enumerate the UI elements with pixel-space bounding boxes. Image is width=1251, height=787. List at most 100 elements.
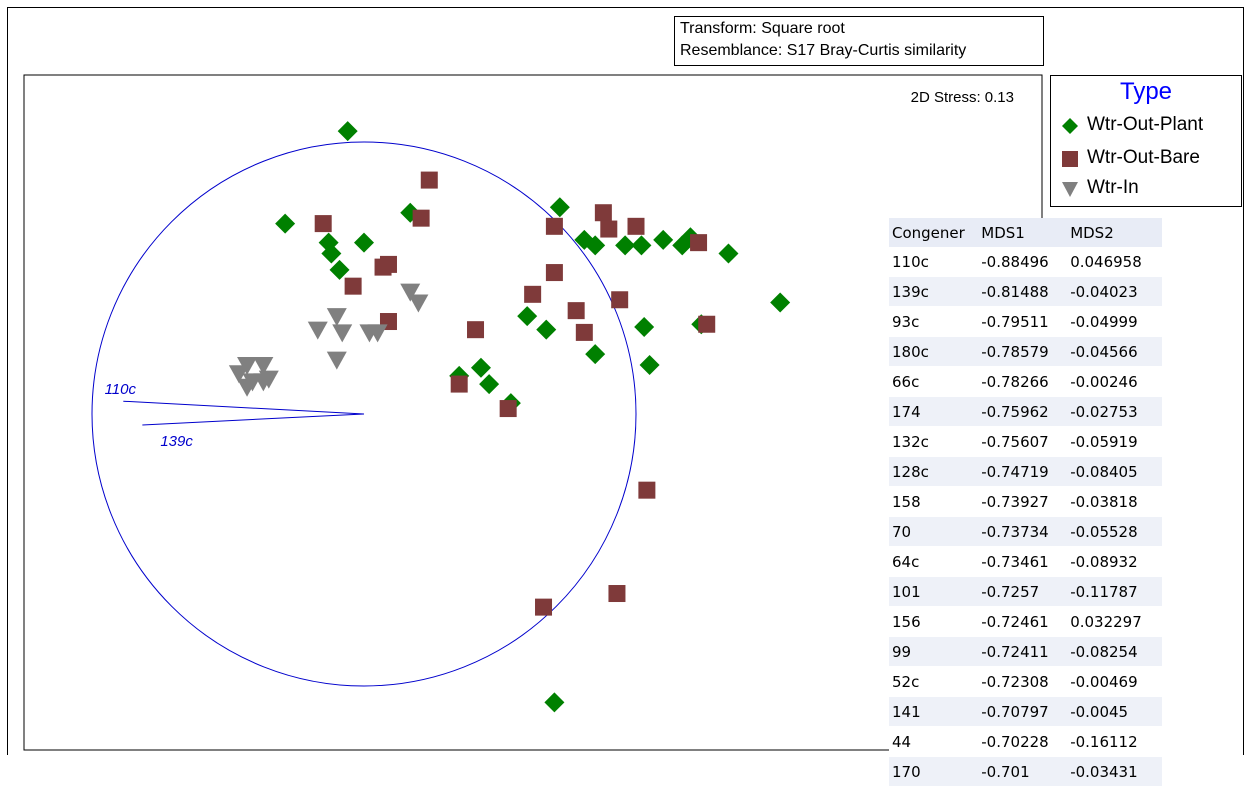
table-cell-congener: 128c [889,456,979,487]
vector-line-139c [142,413,365,426]
table-cell-congener: 141 [889,696,979,727]
table-row: 156 -0.72461 0.032297 [889,606,1162,637]
data-point-wtr-out-plant [634,316,655,337]
data-point-wtr-in [332,324,353,343]
data-point-wtr-in [408,294,429,313]
table-cell-mds2: -0.08932 [1067,546,1162,577]
legend-label: Wtr-Out-Bare [1087,147,1200,168]
data-point-wtr-in [307,321,328,340]
table-cell-mds1: -0.72308 [978,666,1068,697]
table-row: 64c -0.73461 -0.08932 [889,546,1162,577]
table-cell-mds2: -0.04023 [1067,276,1162,307]
table-cell-congener: 170 [889,756,979,787]
table-row: 93c -0.79511 -0.04999 [889,306,1162,337]
table-cell-mds1: -0.7257 [978,576,1068,607]
table-body: 110c -0.88496 0.046958 139c -0.81488 -0.04023… [889,247,1162,787]
legend-title: Type [1119,78,1173,105]
table-cell-mds2: -0.11787 [1067,576,1162,607]
data-point-wtr-out-bare [600,220,618,238]
data-point-wtr-in [237,378,258,397]
legend-label: Wtr-Out-Plant [1087,114,1204,135]
vector-line-110c [123,400,365,415]
table-header-row: Congener MDS1 MDS2 [889,218,1162,247]
data-point-wtr-out-plant [653,229,674,250]
table-cell-congener: 99 [889,636,979,667]
table-cell-mds2: -0.0045 [1067,696,1162,727]
data-point-wtr-in [359,324,380,343]
data-point-wtr-out-bare [524,285,542,303]
table-cell-congener: 93c [889,306,979,337]
table-cell-mds1: -0.70228 [978,726,1068,757]
table-row: 180c -0.78579 -0.04566 [889,336,1162,367]
table-row: 66c -0.78266 -0.00246 [889,366,1162,397]
data-point-wtr-out-bare [412,209,430,227]
data-point-wtr-out-bare [690,234,708,252]
data-point-wtr-out-plant [517,306,538,327]
table-cell-mds1: -0.79511 [978,306,1068,337]
table-row: 170 -0.701 -0.03431 [889,756,1162,787]
table-cell-mds2: -0.03431 [1067,756,1162,787]
table-header-mds1: MDS1 [978,218,1068,247]
data-point-wtr-out-plant [354,232,374,253]
table-cell-mds1: -0.73461 [978,546,1068,577]
table-cell-congener: 158 [889,486,979,517]
table-cell-congener: 64c [889,546,979,577]
data-point-wtr-out-bare [698,315,716,333]
data-point-wtr-out-plant [337,121,358,142]
data-point-wtr-out-bare [545,217,563,235]
table-cell-mds1: -0.73734 [978,516,1068,547]
mds-table-container: Congener MDS1 MDS2 110c -0.88496 0.046958 1… [889,218,1162,787]
table-cell-mds1: -0.73927 [978,486,1068,517]
table-cell-mds2: -0.08254 [1067,636,1162,667]
table-cell-mds1: -0.72461 [978,606,1068,637]
data-point-wtr-out-plant [275,213,296,234]
table-row: 132c -0.75607 -0.05919 [889,426,1162,457]
transform-label: Transform: Square root [680,20,845,37]
data-point-wtr-out-bare [608,585,626,603]
vector-label-110c: 110c [105,381,137,398]
data-point-wtr-out-plant [544,692,565,713]
data-point-wtr-out-bare [344,277,362,295]
data-point-wtr-out-bare [420,171,438,189]
table-row: 101 -0.7257 -0.11787 [889,576,1162,607]
triangle-down-icon [1062,182,1078,197]
table-cell-mds2: 0.046958 [1067,247,1162,277]
table-cell-mds2: -0.16112 [1067,726,1162,757]
table-cell-mds2: -0.04566 [1067,336,1162,367]
correlation-circle [91,141,637,687]
table-cell-mds1: -0.74719 [978,456,1068,487]
data-point-wtr-out-bare [499,400,517,418]
table-cell-congener: 101 [889,576,979,607]
data-point-wtr-out-bare [627,217,645,235]
outer-frame [7,7,1244,755]
table-cell-mds2: 0.032297 [1067,606,1162,637]
table-cell-congener: 52c [889,666,979,697]
data-point-wtr-in [253,373,274,392]
data-point-wtr-out-bare [535,598,553,616]
table-row: 110c -0.88496 0.046958 [889,247,1162,277]
table-cell-congener: 174 [889,396,979,427]
table-row: 141 -0.70797 -0.0045 [889,696,1162,727]
data-point-wtr-out-bare [575,323,593,341]
data-point-wtr-out-plant [321,243,342,264]
data-point-wtr-out-bare [545,264,563,282]
table-cell-mds2: -0.03818 [1067,486,1162,517]
data-point-wtr-out-plant [549,197,570,218]
data-point-wtr-out-plant [536,319,557,340]
data-point-wtr-out-plant [470,357,491,378]
data-point-wtr-out-plant [479,374,500,395]
table-row: 158 -0.73927 -0.03818 [889,486,1162,517]
table-cell-congener: 156 [889,606,979,637]
table-cell-mds1: -0.72411 [978,636,1068,667]
table-cell-congener: 180c [889,336,979,367]
table-cell-congener: 44 [889,726,979,757]
table-cell-mds2: -0.00246 [1067,366,1162,397]
data-point-wtr-out-plant [574,229,595,250]
legend: Type Wtr-Out-Plant Wtr-Out-Bare Wtr-In [1050,75,1242,207]
table-cell-mds2: -0.08405 [1067,456,1162,487]
data-point-wtr-out-bare [467,321,485,339]
table-row: 70 -0.73734 -0.05528 [889,516,1162,547]
data-point-wtr-out-plant [770,292,791,313]
table-cell-mds1: -0.78266 [978,366,1068,397]
